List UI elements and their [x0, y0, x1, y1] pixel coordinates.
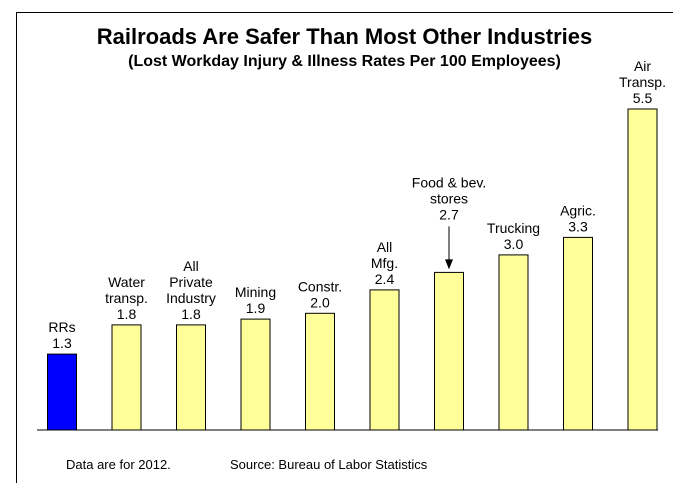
bar-4 [305, 312, 335, 431]
category-label: Food & bev. [412, 174, 486, 190]
value-label: 2.4 [375, 271, 395, 287]
category-label: Mfg. [371, 255, 398, 271]
bar-2 [176, 324, 206, 431]
category-label: transp. [105, 290, 148, 306]
bar-1 [111, 324, 142, 431]
footer-note: Data are for 2012. [66, 457, 171, 472]
value-label: 1.8 [117, 306, 137, 322]
category-label: stores [430, 190, 468, 206]
category-label: RRs [48, 319, 75, 335]
bar-3 [240, 318, 271, 431]
chart-frame [16, 12, 673, 483]
footer-source: Source: Bureau of Labor Statistics [230, 457, 428, 472]
category-label: Air [634, 58, 651, 74]
value-label: 5.5 [633, 90, 653, 106]
bar-0 [47, 353, 77, 431]
value-label: 1.8 [181, 306, 201, 322]
category-label: Private [169, 274, 213, 290]
value-label: 3.0 [504, 236, 524, 252]
bar-7 [498, 254, 529, 431]
value-label: 2.0 [310, 294, 330, 310]
bar-5 [369, 289, 400, 431]
bar-6 [434, 271, 464, 431]
chart-subtitle: (Lost Workday Injury & Illness Rates Per… [128, 53, 561, 70]
value-label: 2.7 [439, 206, 459, 222]
category-label: Water [108, 274, 145, 290]
value-label: 1.9 [246, 300, 266, 316]
annotation-arrow-head [445, 259, 453, 270]
category-label: Industry [166, 290, 216, 306]
bar-8 [563, 236, 593, 431]
value-label: 1.3 [52, 335, 72, 351]
category-label: Agric. [560, 202, 596, 218]
category-label: All [183, 258, 199, 274]
value-label: 3.3 [568, 218, 588, 234]
chart-title: Railroads Are Safer Than Most Other Indu… [96, 24, 593, 49]
category-label: All [377, 239, 393, 255]
category-label: Trucking [487, 220, 540, 236]
category-label: Transp. [619, 74, 666, 90]
bar-9 [627, 108, 658, 431]
category-label: Mining [235, 284, 276, 300]
category-label: Constr. [298, 278, 342, 294]
